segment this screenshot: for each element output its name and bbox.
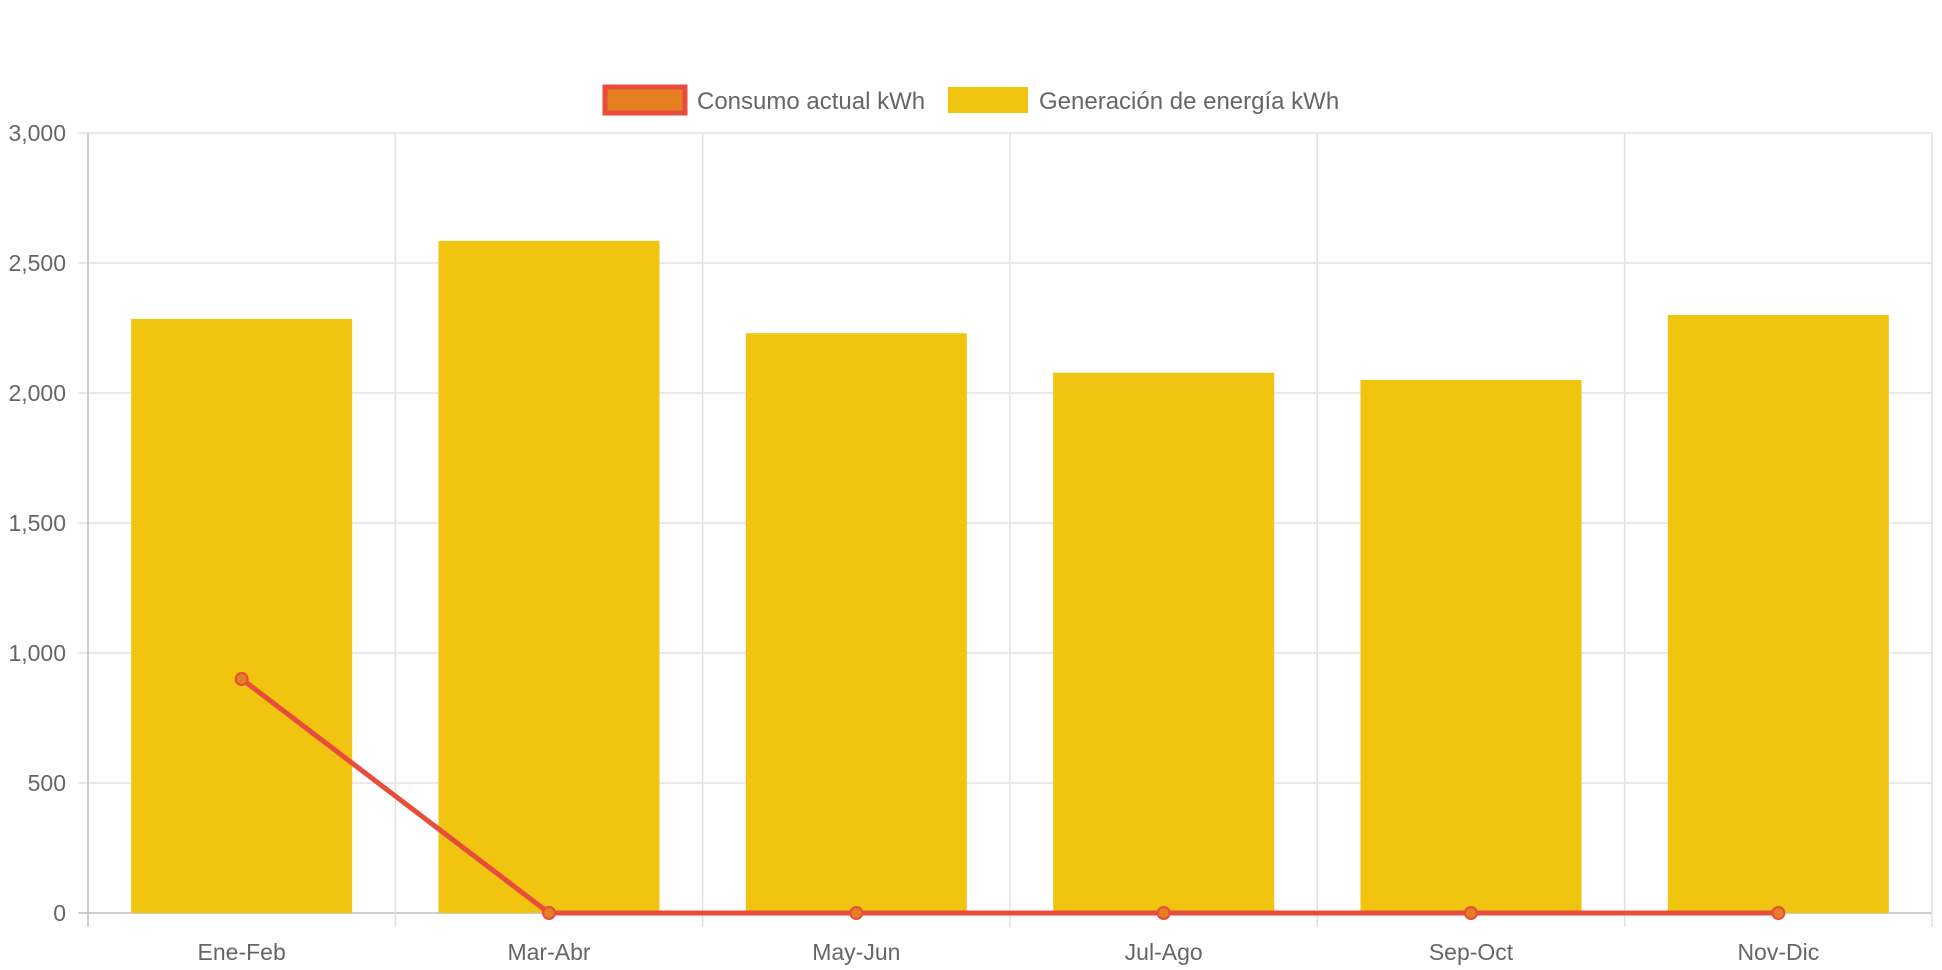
point-consumo	[1156, 906, 1171, 920]
axes: 0 500 1,000 1,500 2,000 2,500 3,000 Ene-Feb Mar-…	[8, 120, 1819, 965]
legend: Consumo actual kWh Generación de energía …	[602, 84, 1339, 116]
point-consumo	[234, 672, 249, 686]
x-tick-label: Sep-Oct	[1429, 939, 1514, 965]
y-tick-label: 1,500	[8, 510, 66, 536]
point-consumo	[849, 906, 864, 920]
x-tick-label: Ene-Feb	[198, 939, 286, 965]
bar-series	[131, 240, 1889, 914]
bar-generacion	[1667, 315, 1889, 913]
bar-generacion	[745, 333, 967, 913]
bar-generacion	[1360, 380, 1582, 913]
y-tick-label: 2,500	[8, 250, 66, 276]
point-consumo	[1464, 906, 1478, 920]
x-tick-label: Mar-Abr	[507, 939, 590, 965]
y-tick-label: 1,000	[8, 640, 66, 666]
point-consumo	[1771, 906, 1786, 920]
y-tick-label: 500	[28, 770, 66, 796]
bar-generacion	[131, 318, 353, 913]
x-tick-label: Jul-Ago	[1125, 939, 1203, 965]
legend-swatch-consumo	[602, 84, 688, 116]
legend-label-consumo: Consumo actual kWh	[697, 88, 925, 115]
legend-label-generacion: Generación de energía kWh	[1039, 88, 1339, 115]
bar-generacion	[438, 240, 660, 913]
grid	[78, 132, 1933, 927]
point-consumo	[542, 906, 556, 920]
bar-generacion	[1053, 372, 1275, 914]
line-consumo	[240, 677, 1779, 916]
y-tick-label: 3,000	[8, 120, 66, 146]
line-series	[234, 672, 1786, 920]
y-tick-label: 2,000	[8, 380, 66, 406]
x-tick-label: May-Jun	[812, 939, 900, 965]
x-tick-label: Nov-Dic	[1737, 939, 1819, 965]
y-tick-label: 0	[53, 900, 66, 926]
legend-swatch-generacion	[948, 87, 1028, 113]
